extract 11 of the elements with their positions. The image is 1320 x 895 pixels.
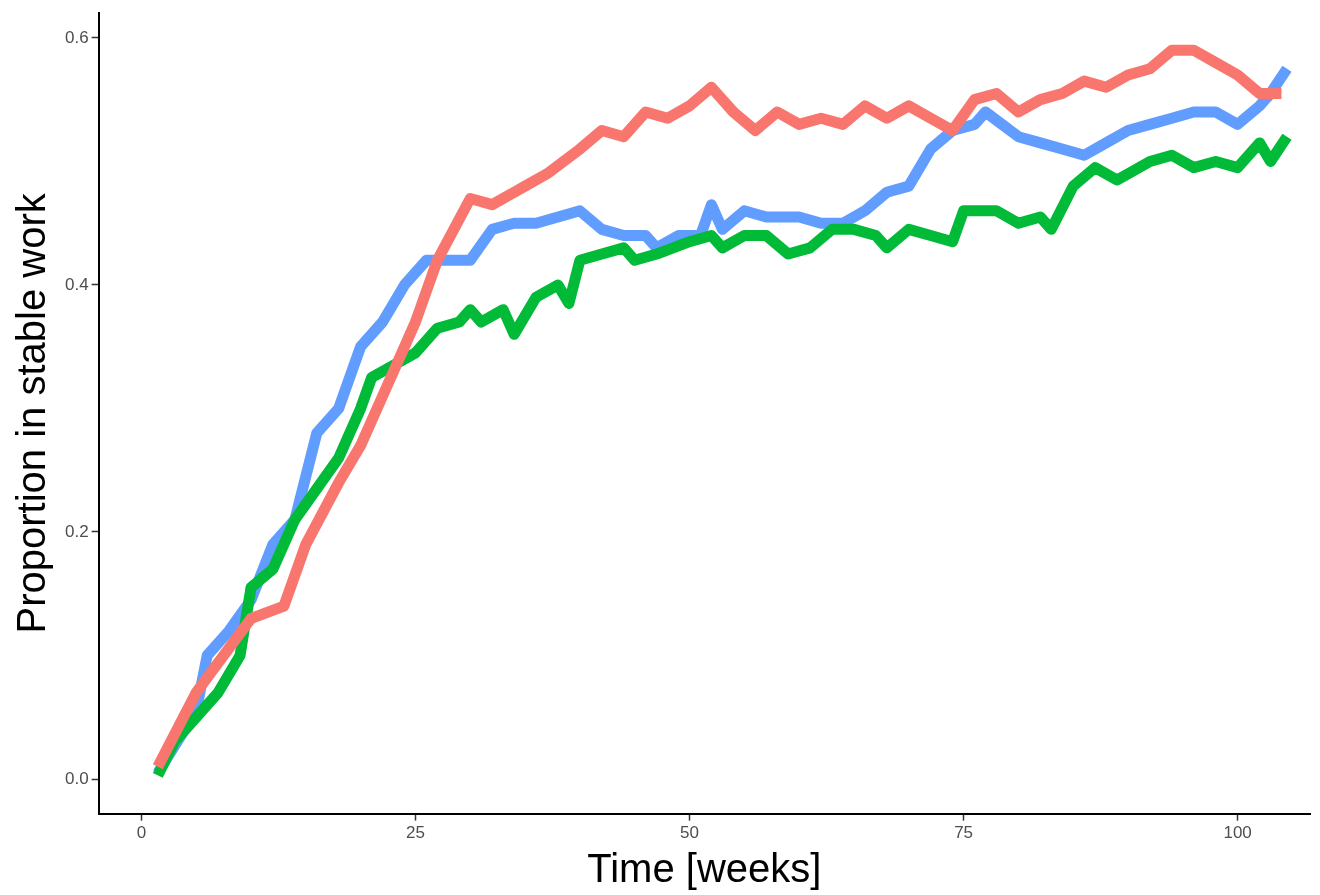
x-tick-label: 50	[680, 823, 699, 843]
x-axis-title: Time [weeks]	[587, 846, 822, 891]
y-tick-label: 0.2	[64, 521, 89, 541]
x-tick-label: 100	[1223, 823, 1252, 843]
x-tick-label: 0	[136, 823, 147, 843]
y-axis-title: Proportion in stable work	[9, 192, 54, 634]
x-tick-label: 25	[405, 823, 425, 843]
x-tick-label: 75	[954, 823, 974, 843]
y-tick-label: 0.6	[64, 27, 89, 47]
y-tick-label: 0.4	[64, 274, 89, 294]
y-tick-label: 0.0	[64, 768, 89, 788]
